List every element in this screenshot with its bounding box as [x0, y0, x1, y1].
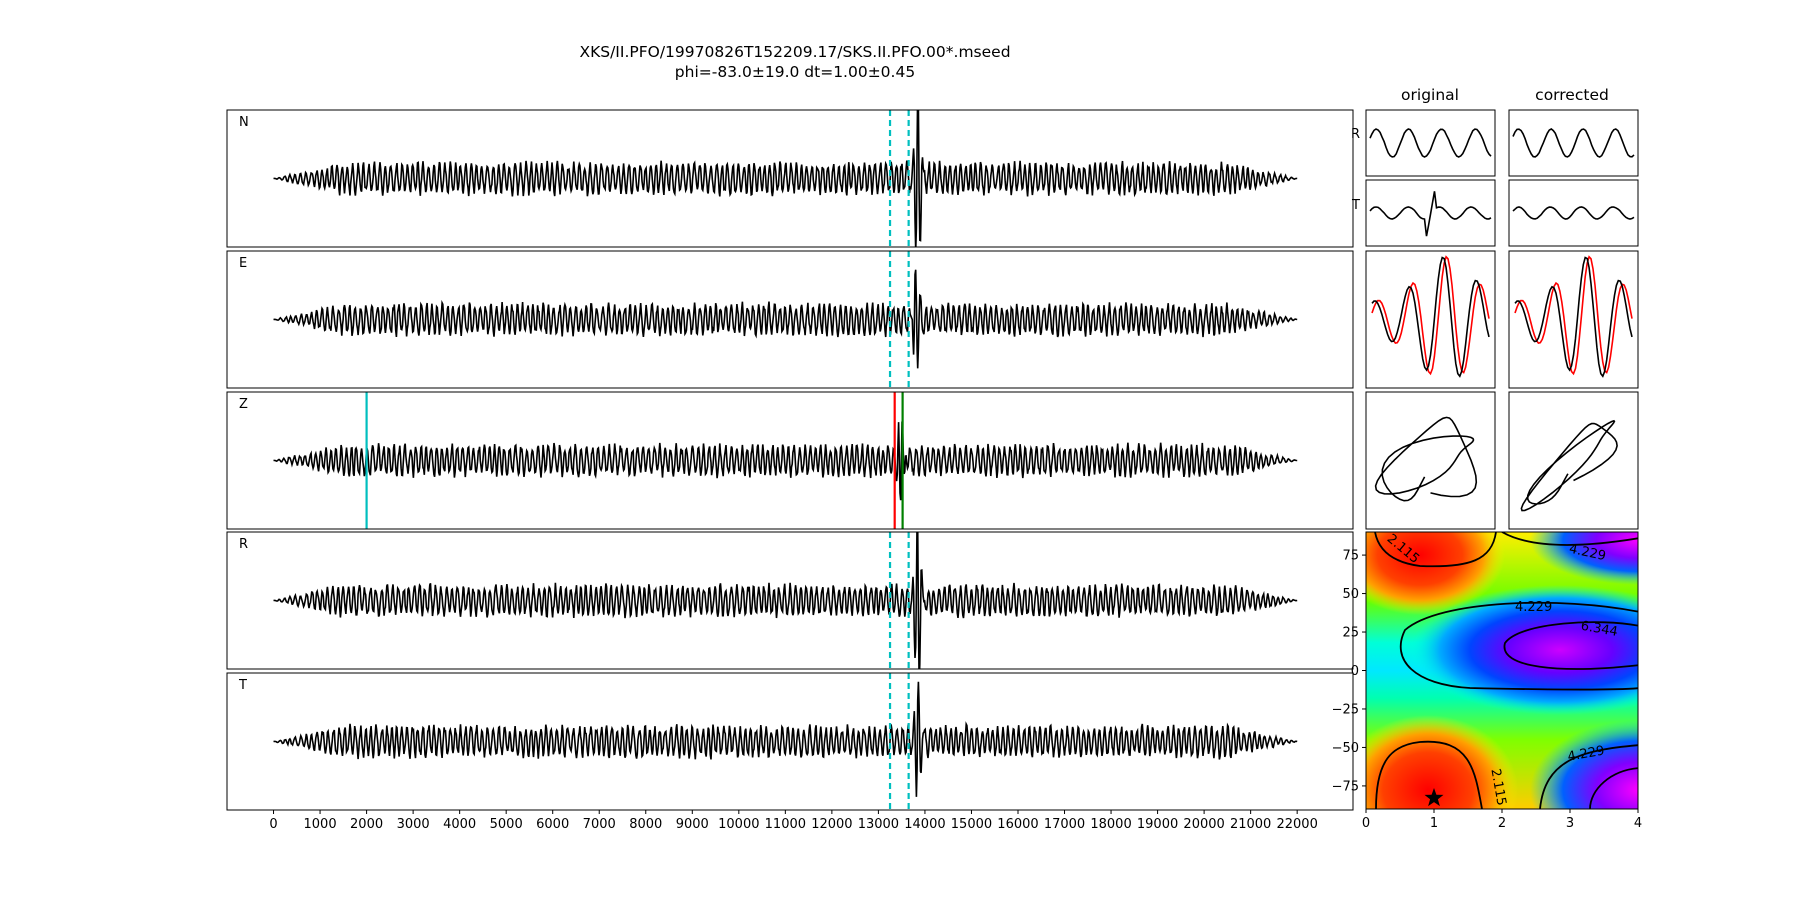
trace-panel-frame: [226, 391, 1354, 530]
contour-line: [1399, 601, 1638, 691]
figure-title: XKS/II.PFO/19970826T152209.17/SKS.II.PFO…: [579, 43, 1010, 61]
waveform-trace: [273, 532, 1298, 669]
x-tick-label: 11000: [765, 817, 806, 832]
x-tick-label: 1000: [304, 817, 337, 832]
contour-level-label: 6.344: [1580, 619, 1619, 640]
x-tick-label: 15000: [951, 817, 992, 832]
contour-y-tick-label: 0: [1351, 664, 1359, 679]
particle-motion-path: [1374, 416, 1478, 502]
x-tick-label: 17000: [1044, 817, 1085, 832]
contour-level-label: 4.229: [1566, 744, 1605, 765]
component-row-label: T: [1351, 198, 1360, 213]
contour-line: [1539, 744, 1638, 809]
trace-channel-label: N: [239, 115, 249, 130]
x-tick-label: 16000: [997, 817, 1038, 832]
contour-y-tick-label: −50: [1332, 741, 1359, 756]
trace-panel-frame: [226, 531, 1354, 670]
component-panel-frame: [1508, 179, 1639, 247]
contour-line: [1589, 767, 1638, 809]
col-title-corrected: corrected: [1535, 86, 1609, 104]
x-tick-label: 8000: [629, 817, 662, 832]
x-tick-label: 7000: [583, 817, 616, 832]
waveform-trace: [273, 269, 1298, 369]
trace-channel-label: R: [239, 537, 248, 552]
waveform-trace: [273, 421, 1298, 501]
component-panel-frame: [1508, 250, 1639, 389]
overlay-waveform: [1514, 255, 1633, 376]
x-tick-label: 20000: [1183, 817, 1224, 832]
x-tick-label: 13000: [858, 817, 899, 832]
x-tick-label: 6000: [536, 817, 569, 832]
contour-level-label: 4.229: [1515, 600, 1552, 615]
overlay-waveform: [1371, 255, 1490, 376]
x-tick-label: 21000: [1230, 817, 1271, 832]
contour-x-tick-label: 1: [1430, 816, 1438, 831]
overlay-waveform: [1514, 256, 1633, 378]
contour-y-tick-label: 25: [1342, 626, 1359, 641]
trace-channel-label: E: [239, 256, 247, 271]
contour-y-tick-label: −75: [1332, 779, 1359, 794]
contour-line: [1375, 740, 1483, 809]
overlay-waveform: [1371, 256, 1490, 378]
x-tick-label: 19000: [1137, 817, 1178, 832]
contour-x-tick-label: 4: [1634, 816, 1642, 831]
waveform-trace: [273, 110, 1298, 247]
waveform-trace: [273, 681, 1298, 797]
col-title-original: original: [1401, 86, 1459, 104]
component-panel-frame: [1365, 250, 1496, 389]
contour-heatmap: 2.115 4.229 4.229 6.344 4.229 2.115: [1366, 532, 1638, 809]
component-panel-frame: [1365, 179, 1496, 247]
x-tick-label: 10000: [718, 817, 759, 832]
component-waveform: [1512, 128, 1635, 158]
figure-subtitle: phi=-83.0±19.0 dt=1.00±0.45: [675, 63, 915, 81]
trace-panel-frame: [226, 672, 1354, 811]
trace-channel-label: Z: [239, 397, 248, 412]
x-tick-label: 2000: [350, 817, 383, 832]
component-waveform: [1369, 128, 1492, 158]
contour-line: [1374, 532, 1497, 568]
contour-x-tick-label: 2: [1498, 816, 1506, 831]
best-fit-star-icon: [1424, 788, 1444, 807]
x-tick-label: 9000: [676, 817, 709, 832]
component-panel-frame: [1508, 391, 1639, 530]
x-tick-label: 14000: [904, 817, 945, 832]
component-panel-frame: [1365, 109, 1496, 177]
x-tick-label: 0: [269, 817, 277, 832]
x-tick-label: 18000: [1090, 817, 1131, 832]
x-tick-label: 5000: [490, 817, 523, 832]
contour-y-tick-label: −25: [1332, 702, 1359, 717]
component-row-label: R: [1351, 127, 1360, 142]
contour-line: [1501, 532, 1638, 546]
contour-line: [1503, 621, 1638, 670]
x-tick-label: 12000: [811, 817, 852, 832]
component-waveform: [1512, 206, 1635, 220]
contour-x-tick-label: 3: [1566, 816, 1574, 831]
contour-x-tick-label: 0: [1362, 816, 1370, 831]
x-tick-label: 3000: [397, 817, 430, 832]
particle-motion-path: [1520, 419, 1618, 512]
trace-panel-frame: [226, 109, 1354, 248]
component-panel-frame: [1365, 391, 1496, 530]
trace-panel-frame: [226, 250, 1354, 389]
trace-channel-label: T: [238, 678, 247, 693]
x-tick-label: 22000: [1276, 817, 1317, 832]
component-panel-frame: [1508, 109, 1639, 177]
contour-y-tick-label: 50: [1342, 587, 1359, 602]
component-waveform: [1369, 191, 1492, 237]
contour-level-label: 2.115: [1487, 768, 1508, 807]
x-tick-label: 4000: [443, 817, 476, 832]
contour-y-tick-label: 75: [1342, 549, 1359, 564]
